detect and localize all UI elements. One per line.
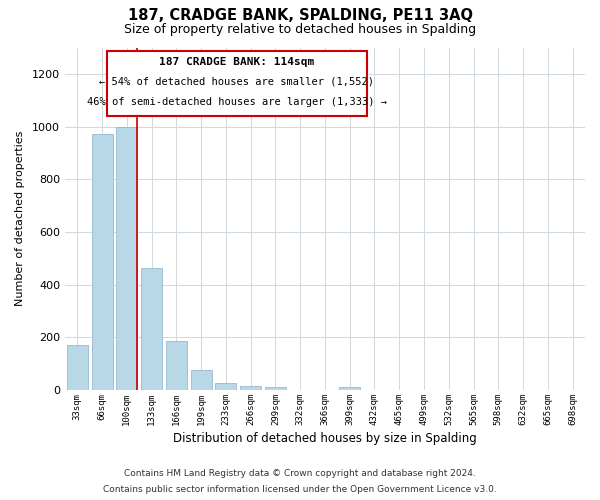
Bar	[215, 384, 236, 390]
Text: 187 CRADGE BANK: 114sqm: 187 CRADGE BANK: 114sqm	[159, 57, 314, 67]
Bar	[141, 268, 162, 390]
Bar	[339, 388, 360, 390]
X-axis label: Distribution of detached houses by size in Spalding: Distribution of detached houses by size …	[173, 432, 477, 445]
Bar	[166, 342, 187, 390]
Text: 187, CRADGE BANK, SPALDING, PE11 3AQ: 187, CRADGE BANK, SPALDING, PE11 3AQ	[128, 8, 473, 22]
Text: Contains HM Land Registry data © Crown copyright and database right 2024.: Contains HM Land Registry data © Crown c…	[124, 468, 476, 477]
Bar	[67, 345, 88, 390]
Bar	[116, 126, 137, 390]
Text: 46% of semi-detached houses are larger (1,333) →: 46% of semi-detached houses are larger (…	[86, 97, 386, 107]
FancyBboxPatch shape	[107, 51, 367, 116]
Text: ← 54% of detached houses are smaller (1,552): ← 54% of detached houses are smaller (1,…	[99, 76, 374, 86]
Bar	[191, 370, 212, 390]
Text: Size of property relative to detached houses in Spalding: Size of property relative to detached ho…	[124, 22, 476, 36]
Bar	[265, 388, 286, 390]
Text: Contains public sector information licensed under the Open Government Licence v3: Contains public sector information licen…	[103, 485, 497, 494]
Y-axis label: Number of detached properties: Number of detached properties	[15, 131, 25, 306]
Bar	[92, 134, 113, 390]
Bar	[240, 386, 261, 390]
